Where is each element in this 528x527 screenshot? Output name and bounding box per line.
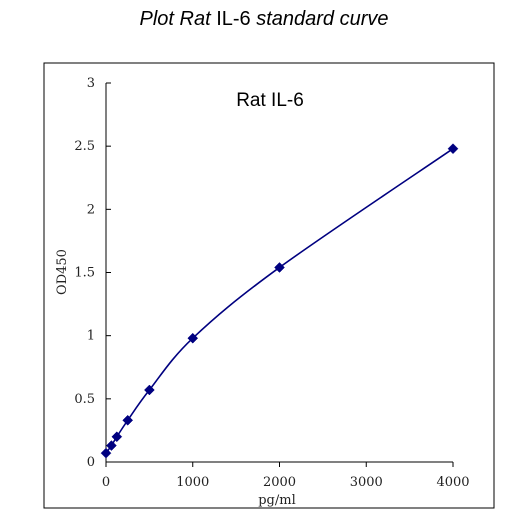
axes: 0 0.5 1 1.5 2 2.5 3 0 1000 2000 3000 4000 (74, 76, 469, 490)
data-point (144, 384, 155, 396)
y-tick-label: 1.5 (74, 266, 95, 281)
data-point (187, 332, 199, 344)
plot-frame (43, 62, 495, 509)
chart-inner-title: Rat IL-6 (236, 90, 304, 111)
y-tick-label: 2 (87, 202, 95, 217)
x-axis-label: pg/ml (258, 493, 296, 508)
y-tick-label: 3 (87, 76, 95, 91)
title-part-3: standard curve (256, 8, 389, 30)
data-point (122, 414, 134, 426)
y-tick-label: 0 (87, 455, 95, 470)
series-line (105, 148, 454, 454)
y-tick-label: 0.5 (74, 392, 95, 407)
data-point (274, 262, 285, 273)
x-tick-label: 2000 (263, 475, 296, 490)
x-tick-label: 1000 (176, 475, 209, 490)
data-point (106, 440, 117, 451)
y-axis-label: OD450 (55, 249, 70, 295)
y-tick-label: 2.5 (74, 139, 95, 154)
title-part-2: IL-6 (210, 8, 257, 30)
data-point (111, 431, 123, 443)
page-title: Plot Rat IL-6 standard curve (0, 8, 528, 31)
x-tick-label: 0 (102, 475, 110, 490)
data-point (447, 143, 459, 155)
data-point (100, 447, 112, 459)
y-tick-label: 1 (87, 329, 95, 344)
data-marks (100, 143, 459, 459)
title-part-1: Plot Rat (139, 8, 211, 30)
x-tick-label: 3000 (350, 475, 383, 490)
x-tick-label: 4000 (436, 475, 469, 490)
